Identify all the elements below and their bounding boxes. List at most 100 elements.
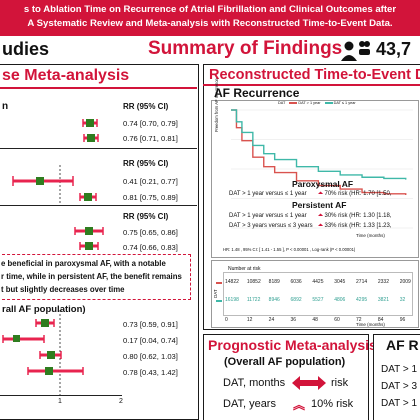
point-b2 <box>84 193 92 201</box>
rr-row-d4: 0.78 [0.43, 1.42] <box>123 368 178 377</box>
risk-x-tick-4: 48 <box>312 317 318 323</box>
risk-cell-row1-4: 4425 <box>312 279 324 285</box>
prognostic-row-1-value: risk <box>331 377 349 389</box>
point-a1 <box>86 119 94 127</box>
prognostic-row-2-label: DAT, years <box>223 398 276 410</box>
note-line-3: t but slightly decreases over time <box>1 285 125 294</box>
risk-xlabel: Time (months) <box>356 322 385 327</box>
km-subtitle: AF Recurrence <box>214 86 300 100</box>
risk-cell-row1-7: 2332 <box>377 279 389 285</box>
risk-x-tick-7: 84 <box>377 317 384 323</box>
point-c1 <box>85 227 93 235</box>
risk-cell-row2-4: 5527 <box>312 297 324 303</box>
risk-cell-row1-5: 3045 <box>334 279 346 285</box>
right-panel-title: Reconstructed Time-to-Event D <box>209 67 420 83</box>
persistent-result-1: ⏶ 30% risk (HR: 1.30 [1.18, <box>318 213 392 220</box>
point-c2 <box>85 242 93 250</box>
risk-cell-row2-7: 3821 <box>377 297 389 303</box>
risk-table-title: Number at risk <box>228 266 261 272</box>
paroxysmal-result-text: 70% risk (HR: 1.70 [1.50, <box>324 191 392 197</box>
risk-table-frame <box>211 260 419 328</box>
left-panel-title: se Meta-analysis <box>2 67 130 84</box>
overall-label: rall AF population) <box>2 304 86 315</box>
af-r-row-1: DAT > 1 <box>381 364 418 375</box>
rr-row-c2: 0.74 [0.66, 0.83] <box>123 243 178 252</box>
paroxysmal-title: Paroxysmal AF <box>292 179 354 189</box>
point-d1 <box>41 319 49 327</box>
af-r-row-2: DAT > 3 <box>381 381 418 392</box>
prognostic-subtitle: (Overall AF population) <box>224 356 346 368</box>
legend-item-1: DAT > 1 year <box>298 101 321 105</box>
rr-header-b: RR (95% CI) <box>123 159 169 168</box>
up-arrow-icon: ⏶ <box>318 191 323 197</box>
forest-axis-tick-1: 1 <box>58 398 62 405</box>
risk-row-1-swatch <box>216 282 222 284</box>
km-ylabel-text: Freedom from AF recurrence <box>214 78 219 132</box>
rr-row-a2: 0.76 [0.71, 0.81] <box>123 134 178 143</box>
double-up-arrow-glyph: ︽ <box>293 398 306 412</box>
risk-x-tick-2: 24 <box>268 317 275 323</box>
legend-swatch-teal <box>324 102 333 104</box>
persistent-text-2: DAT > 3 years versus ≤ 3 years <box>229 223 313 229</box>
persistent-result-2: ⏶ 33% risk (HR: 1.33 [1.23, <box>318 223 392 230</box>
up-arrow-icon: ⏶ <box>318 223 323 229</box>
note-line-2: r time, while in persistent AF, the bene… <box>1 272 182 281</box>
af-r-row-3: DAT > 1 <box>381 398 418 409</box>
forest-axis-tick-2: 2 <box>119 398 123 405</box>
rr-row-d3: 0.80 [0.62, 1.03] <box>123 352 178 361</box>
risk-row-2-swatch <box>216 300 222 302</box>
left-panel <box>0 64 199 420</box>
rr-row-a1: 0.74 [0.70, 0.79] <box>123 119 178 128</box>
rr-header-c: RR (95% CI) <box>123 212 169 221</box>
risk-cell-row1-0: 14822 <box>225 279 239 285</box>
note-text: e beneficial in paroxysmal AF, with a no… <box>1 257 182 296</box>
risk-cell-row1-2: 8189 <box>268 279 280 285</box>
risk-x-tick-3: 36 <box>290 317 297 323</box>
note-box <box>0 254 191 300</box>
rr-header-a: RR (95% CI) <box>123 102 169 111</box>
rr-row-d1: 0.73 [0.59, 0.91] <box>123 320 178 329</box>
patients-count: 43,7 <box>376 39 412 59</box>
persistent-result-2-text: 33% risk (HR: 1.33 [1.23, <box>324 223 392 229</box>
km-legend: DAT DAT > 1 year DAT ≤ 1 year <box>278 101 356 105</box>
km-curves <box>231 109 413 229</box>
risk-cell-row2-0: 16198 <box>225 297 239 303</box>
prognostic-title: Prognostic Meta-analysis <box>208 337 377 353</box>
point-d4 <box>45 367 53 375</box>
prognostic-panel <box>203 334 369 420</box>
header-line-1: s to Ablation Time on Recurrence of Atri… <box>23 4 397 15</box>
risk-cell-row1-8: 2009 <box>399 279 411 285</box>
paroxysmal-result: ⏶ 70% risk (HR: 1.70 [1.50, <box>318 191 392 198</box>
risk-cell-row1-1: 10852 <box>246 279 261 285</box>
divider-a <box>0 148 197 149</box>
risk-x-tick-6: 72 <box>356 317 362 323</box>
risk-cell-row2-8: 32 <box>399 297 406 303</box>
persistent-title: Persistent AF <box>292 200 347 210</box>
patients-icon <box>341 41 370 61</box>
double-arrow-icon <box>292 376 326 390</box>
summary-title: Summary of Findings <box>148 38 343 59</box>
km-series-dat-le-1yr <box>231 109 407 180</box>
risk-cell-row1-6: 2714 <box>356 279 368 285</box>
rr-row-b2: 0.81 [0.75, 0.89] <box>123 193 178 202</box>
risk-side-label: DAT <box>213 289 218 298</box>
risk-cell-row2-5: 4806 <box>334 297 346 303</box>
right-title-underline <box>203 84 420 86</box>
legend-label: DAT <box>278 101 286 105</box>
rr-row-b1: 0.41 [0.21, 0.77] <box>123 177 178 186</box>
up-arrow-icon: ⏶ <box>318 213 323 219</box>
risk-row-1: 14822 10852 8189 6036 4425 3045 2714 2332 2009 <box>223 279 417 287</box>
section-1-label: n <box>2 101 9 112</box>
header-line-2: A Systematic Review and Meta-analysis wi… <box>27 18 393 29</box>
risk-cell-row2-6: 4295 <box>356 297 368 303</box>
studies-label: udies <box>2 39 50 59</box>
rr-row-d2: 0.17 [0.04, 0.74] <box>123 336 178 345</box>
point-d2 <box>13 335 20 342</box>
hr-text: HR: 1.48 , 95% CI: [ 1.41 - 1.55 ], P < … <box>223 247 356 252</box>
risk-x-tick-8: 96 <box>399 317 406 323</box>
note-line-1: e beneficial in paroxysmal AF, with a no… <box>1 259 166 268</box>
km-series-dat-gt-1yr <box>231 109 407 195</box>
rr-row-c1: 0.75 [0.65, 0.86] <box>123 228 178 237</box>
persistent-result-1-text: 30% risk (HR: 1.30 [1.18, <box>324 213 392 219</box>
prognostic-row-2-value: 10% risk <box>311 398 354 410</box>
